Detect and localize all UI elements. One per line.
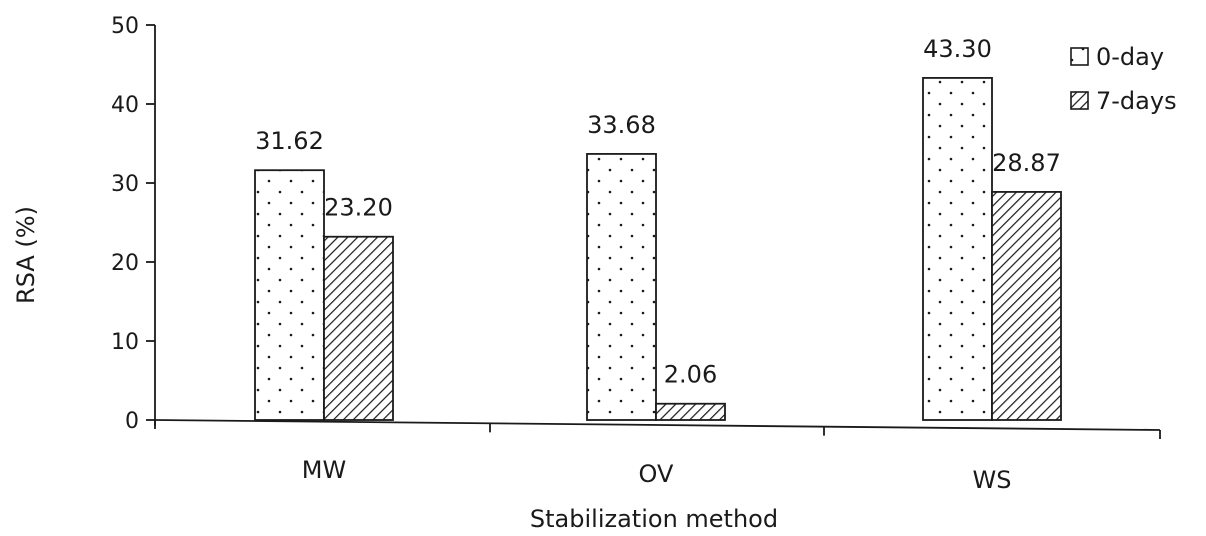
y-tick-label: 30 (111, 172, 139, 197)
x-tick-label-ws: WS (973, 466, 1012, 494)
legend-label-7-days: 7-days (1096, 87, 1177, 115)
data-label-ws-0-day: 43.30 (923, 35, 992, 63)
data-labels: 31.62 33.68 43.30 23.20 2.06 28.87 (255, 35, 1061, 389)
x-axis: MW OV WS (154, 419, 1161, 494)
y-tick-label: 20 (111, 251, 139, 276)
bar-ws-0-day (922, 77, 993, 421)
y-tick-label: 50 (111, 14, 139, 39)
y-axis: 0 10 20 30 40 50 (111, 14, 156, 434)
x-axis-title: Stabilization method (530, 505, 778, 533)
x-tick-label-ov: OV (639, 460, 674, 488)
bar-mw-0-day (254, 169, 325, 421)
x-axis-line (154, 419, 1161, 431)
data-label-ov-0-day: 33.68 (587, 111, 656, 139)
legend: 0-day 7-days (1070, 43, 1177, 115)
bar-ws-7-days (991, 191, 1062, 421)
data-label-mw-0-day: 31.62 (255, 127, 324, 155)
bar-ov-7-days (655, 402, 726, 421)
legend-swatch-7-days (1070, 91, 1089, 110)
x-tick-label-mw: MW (302, 456, 346, 484)
legend-label-0-day: 0-day (1096, 43, 1164, 71)
data-label-ov-7-days: 2.06 (664, 361, 717, 389)
bar-ov-0-day (586, 153, 657, 421)
bars (254, 77, 1062, 421)
data-label-mw-7-days: 23.20 (324, 194, 393, 222)
y-tick-label: 0 (125, 409, 139, 434)
data-label-ws-7-days: 28.87 (992, 149, 1061, 177)
y-tick-label: 10 (111, 330, 139, 355)
y-axis-title: RSA (%) (12, 206, 40, 304)
bar-mw-7-days (323, 235, 394, 421)
legend-swatch-0-day (1070, 47, 1089, 66)
y-tick-label: 40 (111, 93, 139, 118)
